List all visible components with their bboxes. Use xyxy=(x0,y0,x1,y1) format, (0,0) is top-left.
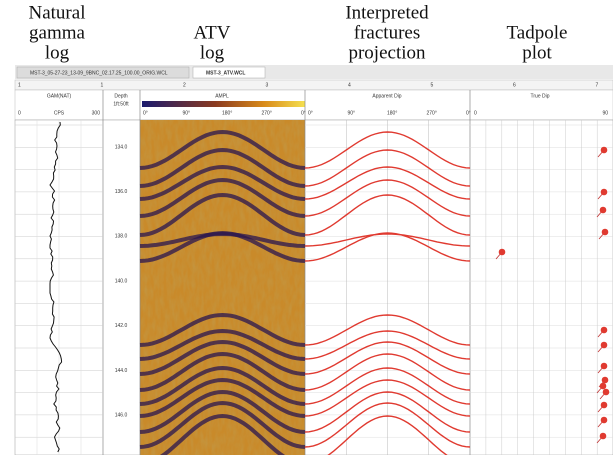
track-header: 180° xyxy=(222,110,232,116)
caption: gamma xyxy=(29,22,85,43)
caption: Tadpole xyxy=(507,22,568,43)
track-header: True Dip xyxy=(531,93,550,99)
depth-label: 144.0 xyxy=(115,368,128,374)
track-header: 0 xyxy=(474,110,477,116)
depth-label: 138.0 xyxy=(115,234,128,240)
track-header: 1ft:50ft xyxy=(113,101,129,107)
track-header: CPS xyxy=(54,110,65,116)
ruler-label: 3 xyxy=(266,82,269,88)
track-header: GAM(NAT) xyxy=(47,93,72,99)
tadpole xyxy=(601,327,608,334)
tracks-area xyxy=(15,120,613,455)
atv-colorbar xyxy=(142,101,305,107)
ruler-label: 6 xyxy=(513,82,516,88)
ruler-label: 1 xyxy=(101,82,104,88)
tadpole xyxy=(601,147,608,154)
tadpole xyxy=(601,402,608,409)
caption: fractures xyxy=(354,22,420,43)
ruler xyxy=(15,80,613,90)
track-header: 90 xyxy=(602,110,608,116)
tab-label: MST-3_ATV.WCL xyxy=(206,70,245,76)
track-header: 0° xyxy=(308,110,313,116)
tadpole xyxy=(601,342,608,349)
ruler-label: 1 xyxy=(18,82,21,88)
caption: Interpreted xyxy=(345,2,429,23)
tadpole xyxy=(602,229,609,236)
depth-label: 146.0 xyxy=(115,413,128,419)
depth-label: 140.0 xyxy=(115,278,128,284)
track-header: 90° xyxy=(348,110,356,116)
ruler-label: 4 xyxy=(348,82,351,88)
tadpole xyxy=(600,433,607,440)
ruler-label: 7 xyxy=(596,82,599,88)
depth-label: 136.0 xyxy=(115,189,128,195)
caption: log xyxy=(200,42,225,63)
track-headers xyxy=(15,90,613,120)
track-header: 180° xyxy=(387,110,397,116)
track-header: 90° xyxy=(183,110,191,116)
track-header: AMPL xyxy=(215,93,229,99)
tadpole xyxy=(601,417,608,424)
depth-label: 134.0 xyxy=(115,144,128,150)
ruler-label: 2 xyxy=(183,82,186,88)
tadpole xyxy=(600,383,607,390)
screenshot: NaturalgammalogATVlogInterpretedfracture… xyxy=(0,0,613,455)
track-header: 270° xyxy=(262,110,272,116)
depth-label: 142.0 xyxy=(115,323,128,329)
caption: plot xyxy=(522,42,552,63)
track-header: 270° xyxy=(427,110,437,116)
tadpole xyxy=(602,377,609,384)
track-header: Apparent Dip xyxy=(372,93,401,99)
caption: projection xyxy=(348,42,426,63)
caption: Natural xyxy=(29,2,86,23)
tadpole xyxy=(601,363,608,370)
track-header: 0 xyxy=(18,110,21,116)
tadpole xyxy=(600,207,607,214)
tadpole xyxy=(499,249,506,256)
track-header: 0° xyxy=(143,110,148,116)
track-header: Depth xyxy=(114,93,128,99)
ruler-label: 5 xyxy=(431,82,434,88)
caption: log xyxy=(45,42,70,63)
tab-label: MST-3_05-27-23_13-09_9BNC_02.17.25_100.0… xyxy=(30,70,168,76)
caption: ATV xyxy=(194,22,231,43)
tadpole xyxy=(601,189,608,196)
track-header: 300 xyxy=(92,110,101,116)
tadpole xyxy=(603,389,610,396)
